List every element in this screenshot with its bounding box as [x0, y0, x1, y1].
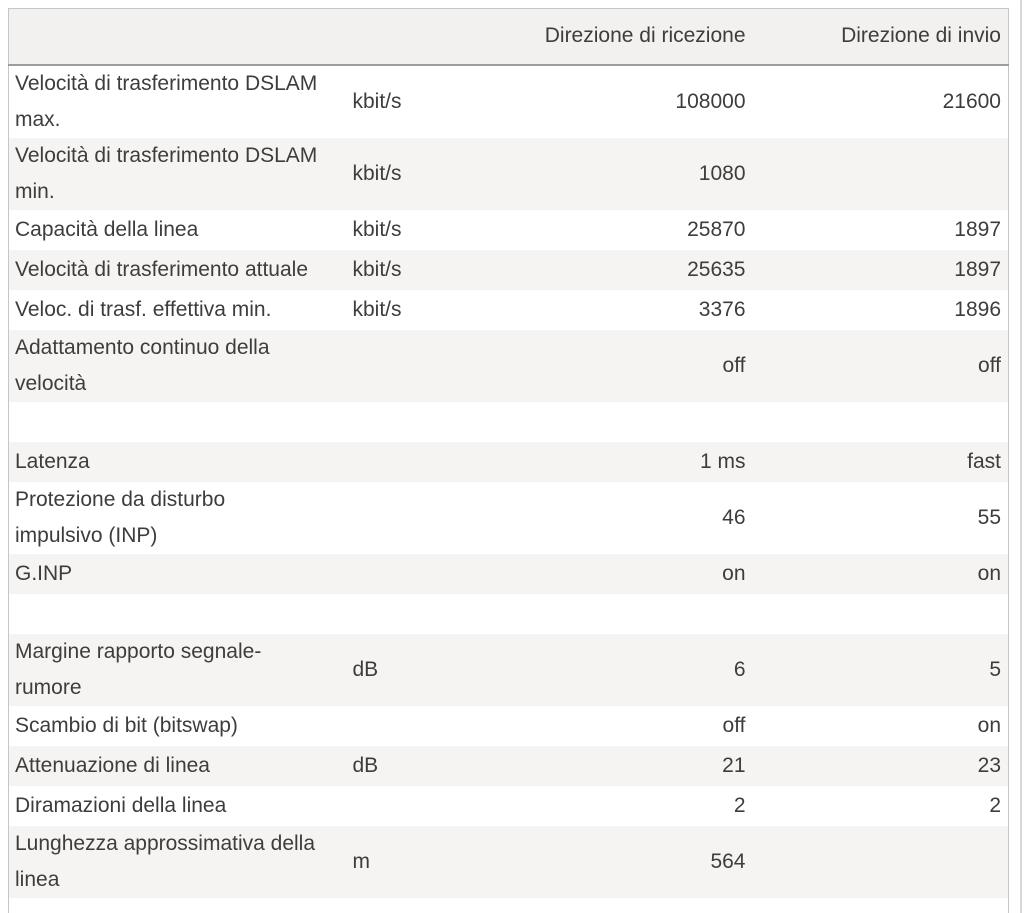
row-value-receive: 2	[733, 793, 746, 817]
row-unit	[353, 482, 441, 554]
row-label: Attenuazione di linea	[15, 753, 210, 777]
row-unit: dB	[352, 657, 379, 681]
row-value-receive: 6	[733, 657, 746, 681]
row-value-receive: 21	[722, 753, 746, 777]
row-unit: kbit/s	[352, 297, 402, 321]
row-label: Capacità della linea	[15, 217, 199, 241]
table-row: Attenuazione di linea dB 21 23	[8, 745, 1009, 786]
table-row: Velocità di trasferimento DSLAM min. kbit…	[8, 137, 1009, 210]
row-value-send: on	[977, 561, 1001, 585]
row-label	[9, 898, 353, 913]
row-label: Latenza	[15, 449, 90, 473]
row-label: Adattamento continuo della velocità	[15, 335, 270, 395]
table-row: Margine rapporto segnale- rumore dB 6 5	[8, 633, 1009, 706]
row-value-receive: 46	[722, 505, 746, 529]
table-header: Direzione di ricezione Direzione di invi…	[8, 8, 1009, 66]
row-value-send: off	[978, 353, 1001, 377]
row-value-receive: 1 ms	[699, 449, 746, 473]
header-unit-cell	[352, 8, 441, 66]
separator-row	[8, 593, 1009, 634]
row-value-receive: off	[722, 713, 746, 737]
table-row: Scambio di bit (bitswap) off on	[8, 705, 1009, 746]
table-row: Capacità della linea kbit/s 25870 1897	[8, 209, 1009, 250]
row-label: Veloc. di trasf. effettiva min.	[15, 297, 272, 321]
row-value-send: fast	[967, 449, 1001, 473]
row-label	[9, 594, 353, 634]
row-value-send: 2	[989, 793, 1001, 817]
column-header-send: Direzione di invio	[752, 8, 1009, 66]
row-value-send	[753, 594, 1009, 634]
row-value-receive: 25635	[687, 257, 746, 281]
row-label: Margine rapporto segnale- rumore	[15, 639, 262, 699]
row-value-receive	[441, 402, 753, 442]
row-value-send	[753, 402, 1009, 442]
page-right-rule	[1020, 0, 1022, 913]
row-value-receive	[441, 898, 753, 913]
row-unit	[353, 442, 441, 482]
row-value-send: 1897	[954, 217, 1001, 241]
row-value-send: 21600	[942, 89, 1001, 113]
row-unit	[353, 330, 441, 402]
row-unit: dB	[352, 753, 379, 777]
header-label-cell	[8, 8, 353, 66]
row-value-send: 5	[989, 657, 1001, 681]
row-value-send	[753, 826, 1009, 898]
table-row: Velocità di trasferimento DSLAM max. kbit…	[8, 64, 1009, 138]
row-unit: kbit/s	[352, 161, 402, 185]
header-row: Direzione di ricezione Direzione di invi…	[8, 8, 1009, 66]
row-unit	[353, 786, 441, 826]
row-label: Protezione da disturbo impulsivo (INP)	[15, 487, 226, 547]
row-label: Velocità di trasferimento DSLAM min.	[15, 143, 318, 203]
table-row: Latenza 1 ms fast	[8, 441, 1009, 482]
dsl-info-table-container: Direzione di ricezione Direzione di invi…	[8, 8, 1009, 913]
row-unit	[353, 898, 441, 913]
row-label: Lunghezza approssimativa della linea	[15, 831, 316, 891]
table-row: Veloc. di trasf. effettiva min. kbit/s 337…	[8, 289, 1009, 330]
table-body: Velocità di trasferimento DSLAM max. kbit…	[8, 64, 1009, 913]
row-value-send: 55	[977, 505, 1001, 529]
row-unit	[353, 594, 441, 634]
row-unit	[353, 706, 441, 746]
row-value-receive: 25870	[687, 217, 746, 241]
row-label: Velocità di trasferimento DSLAM max.	[15, 71, 318, 131]
row-value-send: 23	[977, 753, 1001, 777]
row-label: Scambio di bit (bitswap)	[15, 713, 238, 737]
row-value-receive: 108000	[675, 89, 746, 113]
table-row: Diramazioni della linea 2 2	[8, 785, 1009, 826]
column-header-receive: Direzione di ricezione	[440, 8, 753, 66]
row-value-send	[753, 138, 1009, 210]
table-row: Adattamento continuo della velocità off of…	[8, 329, 1009, 402]
row-label: Diramazioni della linea	[15, 793, 227, 817]
row-value-receive: on	[722, 561, 746, 585]
separator-row	[8, 401, 1009, 442]
dsl-info-table: Direzione di ricezione Direzione di invi…	[8, 8, 1009, 913]
table-row: Velocità di trasferimento attuale kbit/s 2…	[8, 249, 1009, 290]
row-value-send: 1897	[954, 257, 1001, 281]
row-label: Velocità di trasferimento attuale	[15, 257, 308, 281]
row-value-receive: 564	[710, 849, 746, 873]
row-label	[9, 402, 353, 442]
row-unit: kbit/s	[352, 89, 402, 113]
row-value-send: 1896	[954, 297, 1001, 321]
row-unit	[353, 402, 441, 442]
row-unit: m	[352, 849, 371, 873]
row-value-receive: 3376	[698, 297, 746, 321]
row-value-send	[753, 898, 1009, 913]
row-unit	[353, 554, 441, 594]
separator-row	[8, 897, 1009, 913]
row-unit: kbit/s	[352, 257, 402, 281]
row-label: G.INP	[15, 561, 73, 585]
row-value-receive: 1080	[698, 161, 746, 185]
row-value-receive	[441, 594, 753, 634]
row-value-send: on	[977, 713, 1001, 737]
table-row: G.INP on on	[8, 553, 1009, 594]
table-row: Lunghezza approssimativa della linea m 564	[8, 825, 1009, 898]
table-row: Protezione da disturbo impulsivo (INP) 46…	[8, 481, 1009, 554]
row-value-receive: off	[722, 353, 746, 377]
row-unit: kbit/s	[352, 217, 402, 241]
